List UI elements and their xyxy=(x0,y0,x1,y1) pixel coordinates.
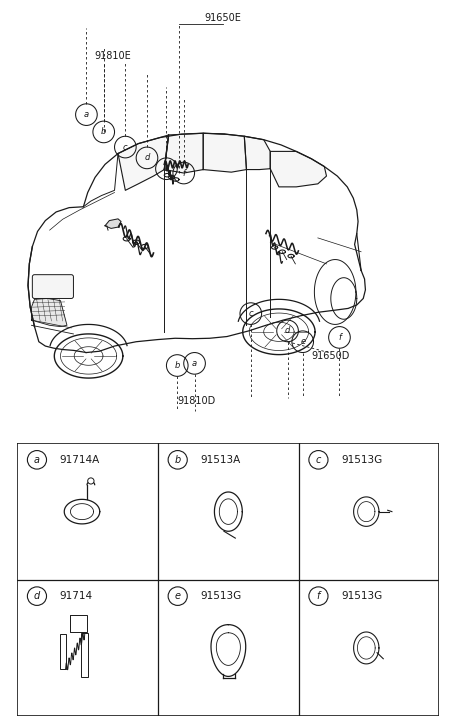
Text: a: a xyxy=(84,110,89,119)
FancyBboxPatch shape xyxy=(70,616,87,632)
FancyBboxPatch shape xyxy=(81,633,89,677)
Polygon shape xyxy=(164,133,203,173)
Polygon shape xyxy=(31,299,67,326)
Text: 91513G: 91513G xyxy=(341,591,382,601)
Text: 91513A: 91513A xyxy=(200,455,241,465)
Polygon shape xyxy=(270,151,326,187)
Circle shape xyxy=(88,478,94,484)
Text: f: f xyxy=(317,591,320,601)
Text: e: e xyxy=(175,591,181,601)
Text: 91810E: 91810E xyxy=(94,51,131,61)
Text: 91650D: 91650D xyxy=(311,350,350,361)
Polygon shape xyxy=(203,133,247,172)
Text: f: f xyxy=(182,169,185,177)
FancyBboxPatch shape xyxy=(32,275,74,299)
Text: 91714: 91714 xyxy=(59,591,93,601)
Text: d: d xyxy=(285,326,290,335)
Text: a: a xyxy=(34,455,40,465)
Text: d: d xyxy=(144,153,150,162)
FancyBboxPatch shape xyxy=(59,634,65,669)
Text: 91810D: 91810D xyxy=(178,396,216,406)
Text: c: c xyxy=(316,455,321,465)
Polygon shape xyxy=(105,219,121,228)
Text: d: d xyxy=(34,591,40,601)
Text: b: b xyxy=(101,127,106,137)
Text: 91650E: 91650E xyxy=(204,13,241,23)
Text: c: c xyxy=(248,309,253,318)
Text: f: f xyxy=(338,333,341,342)
Text: b: b xyxy=(175,455,181,465)
Text: 91714A: 91714A xyxy=(59,455,100,465)
Polygon shape xyxy=(118,135,168,190)
Text: 91513G: 91513G xyxy=(200,591,242,601)
Text: e: e xyxy=(164,164,169,173)
Text: 91513G: 91513G xyxy=(341,455,382,465)
Text: b: b xyxy=(175,361,180,370)
Text: e: e xyxy=(300,337,305,346)
Text: a: a xyxy=(192,359,197,368)
Text: c: c xyxy=(123,142,128,151)
Polygon shape xyxy=(244,136,270,169)
